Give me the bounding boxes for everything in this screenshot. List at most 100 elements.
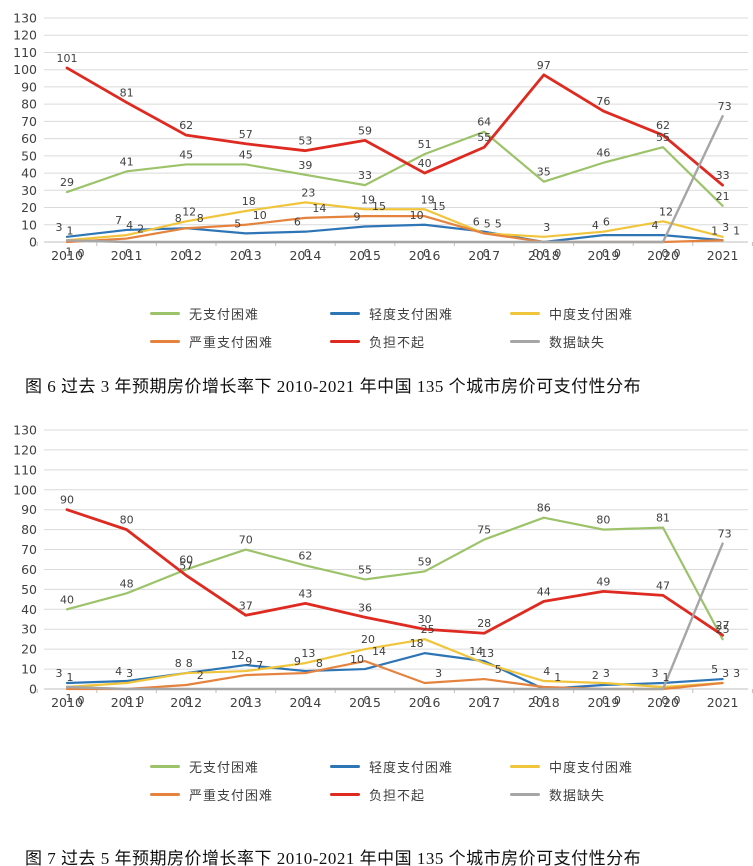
point-label-moderate-payment-difficulty: 3	[543, 221, 550, 234]
point-label-moderate-payment-difficulty: 1	[67, 224, 74, 237]
series-line-no-payment-difficulty	[65, 130, 724, 207]
x-axis-label: 2013	[230, 695, 262, 710]
point-label-mild-payment-difficulty: 2	[592, 669, 599, 682]
legend-item-data-missing: 数据缺失	[510, 785, 690, 804]
point-label-severe-payment-difficulty: 0	[614, 247, 621, 260]
figure6-chart: 0 10 20 30 40 50 60 70 80 90 100 110 120 130 2010 2011 2…	[0, 4, 753, 280]
point-label-unaffordable: 59	[358, 124, 372, 137]
point-label-mild-payment-difficulty: 12	[231, 649, 245, 662]
legend-swatch-moderate-payment-difficulty	[510, 312, 540, 315]
point-label-severe-payment-difficulty: 5	[495, 663, 502, 676]
legend-swatch-severe-payment-difficulty	[150, 793, 180, 796]
point-label-moderate-payment-difficulty: 12	[659, 205, 673, 218]
legend-item-severe-payment-difficulty: 严重支付困难	[150, 332, 330, 351]
point-label-severe-payment-difficulty: 5	[495, 217, 502, 230]
y-axis-label: 10	[21, 662, 37, 677]
point-label-mild-payment-difficulty: 0	[532, 694, 539, 707]
legend-item-mild-payment-difficulty: 轻度支付困难	[330, 757, 510, 776]
point-label-data-missing: 0	[483, 247, 490, 260]
figure6-caption: 图 6 过去 3 年预期房价增长率下 2010-2021 年中国 135 个城市…	[25, 377, 642, 396]
point-label-no-payment-difficulty: 40	[60, 593, 74, 606]
x-axis-label: 2019	[587, 695, 619, 710]
point-label-severe-payment-difficulty: 0	[137, 694, 144, 707]
point-label-unaffordable: 30	[418, 613, 432, 626]
point-label-mild-payment-difficulty: 0	[532, 247, 539, 260]
point-label-data-missing: 0	[185, 247, 192, 260]
point-label-mild-payment-difficulty: 3	[56, 221, 63, 234]
y-axis-label: 60	[21, 131, 37, 146]
point-label-no-payment-difficulty: 21	[716, 190, 730, 203]
point-label-data-missing: 1	[66, 692, 73, 705]
point-label-unaffordable: 62	[179, 119, 193, 132]
point-label-no-payment-difficulty: 60	[179, 553, 193, 566]
point-label-moderate-payment-difficulty: 3	[722, 667, 729, 680]
point-label-severe-payment-difficulty: 10	[253, 209, 267, 222]
y-axis-label: 80	[21, 522, 37, 537]
legend-label-mild-payment-difficulty: 轻度支付困难	[369, 308, 454, 323]
point-label-mild-payment-difficulty: 6	[473, 216, 480, 229]
point-label-mild-payment-difficulty: 4	[652, 219, 659, 232]
point-label-data-missing: 0	[483, 694, 490, 707]
point-label-severe-payment-difficulty: 15	[372, 200, 386, 213]
point-label-no-payment-difficulty: 46	[596, 147, 610, 160]
point-label-data-missing: 0	[125, 247, 132, 260]
x-axis-label: 2013	[230, 248, 262, 263]
x-axis-label: 2018	[528, 695, 560, 710]
point-label-no-payment-difficulty: 51	[418, 138, 432, 151]
point-label-unaffordable: 33	[716, 169, 730, 182]
point-label-moderate-payment-difficulty: 20	[361, 633, 375, 646]
y-axis-label: 30	[21, 183, 37, 198]
point-label-unaffordable: 90	[60, 494, 74, 507]
point-label-mild-payment-difficulty: 10	[410, 209, 424, 222]
point-label-severe-payment-difficulty: 14	[372, 645, 386, 658]
point-label-severe-payment-difficulty: 0	[78, 694, 85, 707]
point-label-data-missing: 0	[304, 694, 311, 707]
point-label-mild-payment-difficulty: 6	[294, 216, 301, 229]
point-label-severe-payment-difficulty: 3	[435, 667, 442, 680]
point-label-severe-payment-difficulty: 0	[614, 694, 621, 707]
point-label-unaffordable: 62	[656, 119, 670, 132]
x-axis-label: 2016	[409, 248, 441, 263]
point-label-severe-payment-difficulty: 0	[78, 247, 85, 260]
point-label-no-payment-difficulty: 39	[298, 159, 312, 172]
point-label-mild-payment-difficulty: 4	[115, 665, 122, 678]
point-label-no-payment-difficulty: 48	[120, 577, 134, 590]
legend-swatch-moderate-payment-difficulty	[510, 765, 540, 768]
point-label-moderate-payment-difficulty: 1	[663, 671, 670, 684]
legend-item-mild-payment-difficulty: 轻度支付困难	[330, 304, 510, 323]
legend-swatch-data-missing	[510, 793, 540, 796]
point-label-moderate-payment-difficulty: 12	[182, 205, 196, 218]
point-label-unaffordable: 76	[596, 95, 610, 108]
point-label-unaffordable: 44	[537, 585, 551, 598]
point-label-data-missing: 0	[662, 247, 669, 260]
series-line-moderate-payment-difficulty	[65, 638, 724, 689]
y-axis-label: 100	[13, 482, 37, 497]
x-axis-label: 2012	[170, 695, 202, 710]
point-label-no-payment-difficulty: 41	[120, 155, 134, 168]
point-label-moderate-payment-difficulty: 19	[421, 193, 435, 206]
point-label-data-missing: 73	[718, 528, 732, 541]
point-label-data-missing: 0	[364, 247, 371, 260]
series-line-unaffordable	[65, 508, 724, 637]
legend-swatch-unaffordable	[330, 793, 360, 796]
point-label-unaffordable: 28	[477, 617, 491, 630]
y-axis-label: 20	[21, 642, 37, 657]
figure7-caption: 图 7 过去 5 年预期房价增长率下 2010-2021 年中国 135 个城市…	[25, 849, 642, 866]
figure7-chart: 0 10 20 30 40 50 60 70 80 90 100 110 120 130 2010 2011 2…	[0, 409, 753, 727]
y-axis-label: 50	[21, 148, 37, 163]
y-axis-label: 110	[13, 462, 37, 477]
point-label-severe-payment-difficulty: 0	[554, 247, 561, 260]
y-axis-label: 90	[21, 79, 37, 94]
x-axis-label: 2014	[289, 695, 321, 710]
point-label-moderate-payment-difficulty: 4	[126, 219, 133, 232]
legend-swatch-data-missing	[510, 340, 540, 343]
legend-label-severe-payment-difficulty: 严重支付困难	[189, 789, 274, 804]
y-axis-label: 0	[29, 235, 37, 250]
point-label-severe-payment-difficulty: 2	[137, 223, 144, 236]
legend-label-data-missing: 数据缺失	[549, 336, 606, 351]
point-label-no-payment-difficulty: 25	[716, 623, 730, 636]
point-label-mild-payment-difficulty: 3	[652, 667, 659, 680]
figure6-legend: 无支付困难 轻度支付困难 中度支付困难 严重支付困难 负担不起 数据缺失	[150, 304, 690, 351]
point-label-unaffordable: 57	[179, 559, 193, 572]
